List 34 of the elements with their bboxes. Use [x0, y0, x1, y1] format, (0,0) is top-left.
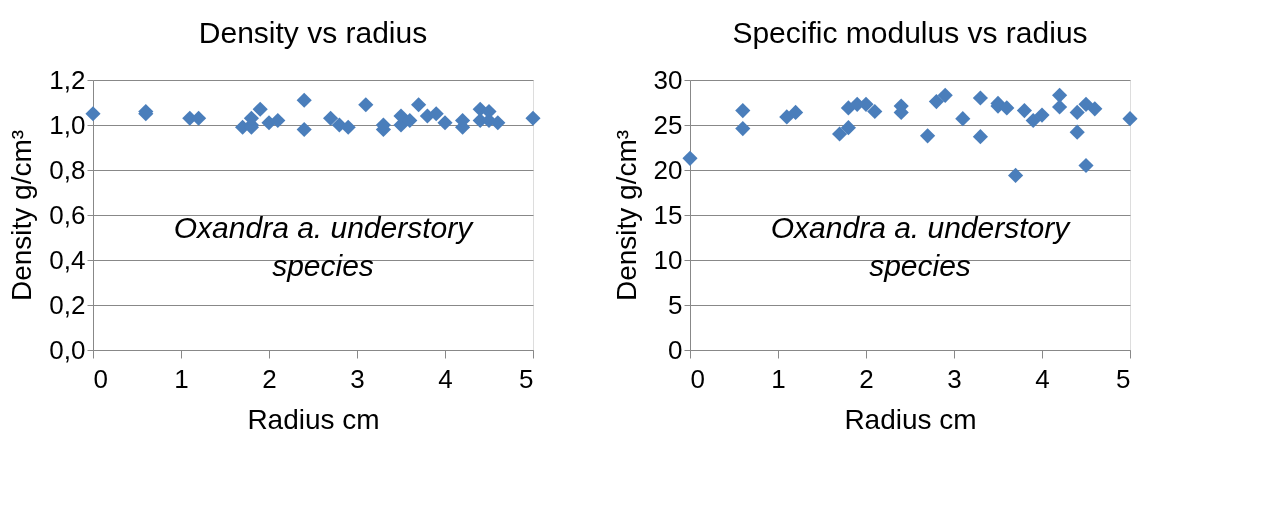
- y-tick-label: 15: [653, 199, 683, 230]
- annotation: Oxandra a. understory species: [173, 210, 475, 282]
- y-tick-label: 0,2: [49, 289, 86, 320]
- y-tick-label: 30: [653, 64, 683, 95]
- y-tick-label: 0,4: [49, 244, 86, 275]
- x-axis-title: Radius cm: [844, 403, 977, 435]
- x-tick-label: 5: [519, 363, 534, 394]
- chart-title: Density vs radius: [198, 16, 428, 49]
- y-tick-label: 0: [668, 334, 683, 365]
- x-tick-label: 0: [690, 363, 705, 394]
- x-tick-label: 0: [93, 363, 108, 394]
- x-tick-label: 3: [947, 363, 962, 394]
- x-tick-label: 2: [859, 363, 874, 394]
- x-tick-label: 4: [438, 363, 453, 394]
- chart-title: Specific modulus vs radius: [732, 16, 1088, 49]
- x-tick-label: 1: [771, 363, 786, 394]
- x-tick-label: 2: [262, 363, 277, 394]
- y-tick-label: 1,2: [49, 64, 86, 95]
- x-axis-title: Radius cm: [247, 403, 380, 435]
- x-tick-label: 4: [1035, 363, 1050, 394]
- y-tick-label: 5: [668, 289, 683, 320]
- y-tick-label: 10: [653, 244, 683, 275]
- y-tick-label: 0,6: [49, 199, 86, 230]
- y-tick-label: 25: [653, 109, 683, 140]
- y-tick-label: 0,8: [49, 154, 86, 185]
- x-tick-label: 3: [350, 363, 365, 394]
- y-axis-title: Density g/cm³: [6, 129, 38, 302]
- y-tick-label: 20: [653, 154, 683, 185]
- x-tick-label: 1: [174, 363, 189, 394]
- y-axis-title: Density g/cm³: [610, 129, 642, 302]
- y-tick-label: 0,0: [49, 334, 86, 365]
- annotation: Oxandra a. understory species: [770, 210, 1072, 282]
- y-tick-label: 1,0: [49, 109, 86, 140]
- x-tick-label: 5: [1116, 363, 1131, 394]
